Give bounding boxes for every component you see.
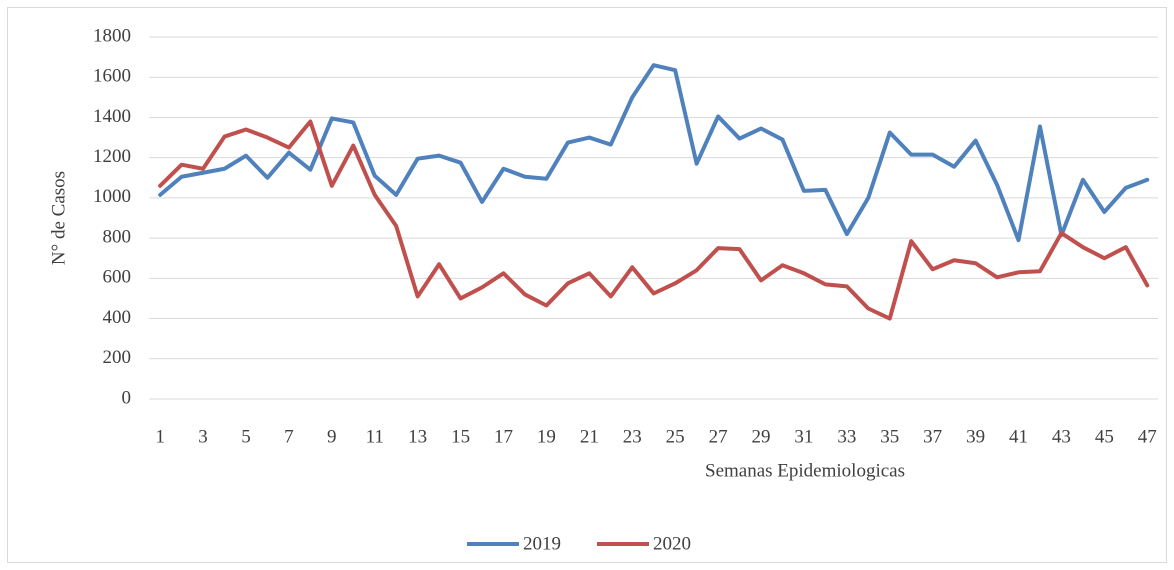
x-tick-label: 47 (1138, 426, 1157, 447)
x-tick-label: 21 (580, 426, 599, 447)
y-tick-label: 400 (103, 307, 132, 328)
y-tick-label: 1200 (93, 146, 131, 167)
legend-label: 2020 (653, 533, 691, 554)
x-tick-label: 37 (923, 426, 942, 447)
x-tick-label: 35 (880, 426, 899, 447)
x-tick-label: 11 (366, 426, 384, 447)
y-tick-label: 1400 (93, 106, 131, 127)
series-line (158, 63, 1150, 243)
x-tick-label: 9 (327, 426, 337, 447)
y-tick-label: 1600 (93, 66, 131, 87)
x-tick-label: 31 (794, 426, 813, 447)
x-tick-label: 39 (966, 426, 985, 447)
x-tick-label: 1 (155, 426, 165, 447)
x-tick-label: 15 (451, 426, 470, 447)
x-tick-label: 5 (241, 426, 251, 447)
x-tick-label: 43 (1052, 426, 1071, 447)
y-tick-label: 200 (103, 347, 132, 368)
x-tick-label: 17 (494, 426, 513, 447)
x-tick-label: 23 (623, 426, 642, 447)
y-tick-label: 1800 (93, 25, 131, 46)
y-tick-label: 800 (103, 226, 132, 247)
y-axis-label: N° de Casos (48, 171, 69, 265)
x-tick-label: 3 (198, 426, 208, 447)
x-tick-label: 33 (837, 426, 856, 447)
x-tick-label: 29 (751, 426, 770, 447)
x-tick-label: 45 (1095, 426, 1114, 447)
x-tick-label: 27 (709, 426, 728, 447)
x-tick-label: 19 (537, 426, 556, 447)
y-tick-label: 1000 (93, 186, 131, 207)
x-tick-label: 7 (284, 426, 294, 447)
x-tick-label: 13 (408, 426, 427, 447)
x-tick-label: 25 (666, 426, 685, 447)
series-line (158, 119, 1150, 321)
chart-border (7, 7, 1167, 563)
x-axis-label: Semanas Epidemiologicas (705, 460, 905, 481)
y-tick-label: 0 (122, 387, 132, 408)
x-tick-label: 41 (1009, 426, 1028, 447)
y-tick-label: 600 (103, 267, 132, 288)
legend-label: 2019 (523, 533, 561, 554)
